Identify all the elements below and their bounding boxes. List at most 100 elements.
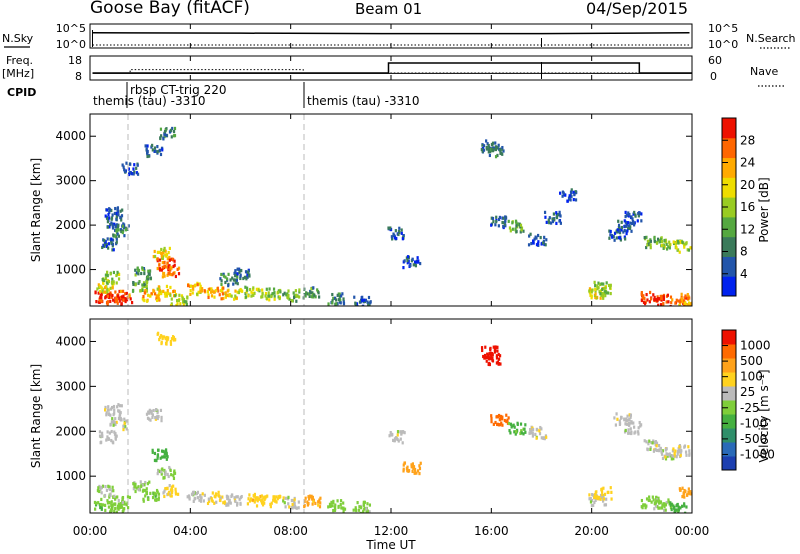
data-cell — [403, 259, 406, 263]
data-cell — [355, 302, 359, 306]
data-cell — [649, 446, 652, 450]
data-cell — [149, 294, 152, 298]
data-cell — [656, 299, 659, 303]
data-cell — [336, 302, 339, 306]
data-cell — [107, 484, 110, 488]
data-cell — [695, 494, 697, 497]
data-cell — [589, 497, 592, 501]
data-cell — [487, 150, 490, 154]
data-cell — [170, 128, 173, 132]
data-cell — [248, 499, 252, 503]
data-cell — [109, 423, 112, 427]
data-cell — [489, 353, 493, 357]
data-cell — [125, 503, 128, 507]
data-cell — [168, 258, 171, 262]
power-panel-frame — [89, 113, 693, 307]
data-cell — [106, 292, 109, 296]
data-cell — [503, 223, 506, 227]
data-cell — [599, 282, 602, 287]
data-cell — [661, 456, 665, 461]
data-cell — [101, 245, 104, 250]
data-cell — [115, 240, 118, 244]
data-cell — [151, 143, 154, 148]
colorbar-segment — [722, 256, 736, 277]
data-cell — [624, 237, 627, 241]
data-cell — [213, 290, 216, 294]
data-cell — [161, 335, 164, 339]
data-cell — [357, 508, 361, 512]
data-cell — [623, 417, 626, 421]
data-cell — [162, 289, 165, 293]
data-cell — [687, 445, 690, 449]
data-cell — [414, 264, 418, 268]
data-cell — [128, 172, 131, 177]
data-cell — [144, 284, 147, 288]
data-cell — [116, 232, 119, 236]
data-cell — [545, 435, 548, 439]
data-cell — [217, 490, 220, 494]
data-cell — [663, 505, 666, 509]
data-cell — [263, 495, 266, 499]
data-cell — [606, 490, 609, 495]
data-cell — [213, 501, 216, 505]
data-cell — [403, 431, 406, 435]
data-cell — [511, 227, 514, 231]
data-cell — [662, 295, 665, 299]
data-cell — [133, 163, 136, 167]
data-cell — [121, 163, 124, 167]
data-cell — [210, 287, 213, 291]
data-cell — [499, 362, 502, 366]
data-cell — [413, 467, 417, 472]
data-cell — [493, 348, 496, 352]
colorbar-segment — [722, 358, 736, 373]
data-cell — [110, 405, 114, 410]
data-cell — [640, 219, 643, 223]
data-cell — [623, 228, 626, 233]
data-cell — [161, 260, 164, 265]
data-cell — [106, 435, 109, 439]
data-cell — [211, 491, 214, 495]
data-cell — [222, 274, 226, 278]
data-cell — [100, 299, 103, 303]
data-cell — [673, 510, 676, 513]
data-cell — [679, 453, 682, 458]
data-cell — [312, 286, 315, 290]
data-cell — [118, 289, 121, 294]
data-cell — [110, 429, 113, 434]
data-cell — [237, 290, 241, 295]
data-cell — [623, 235, 626, 239]
data-cell — [665, 240, 668, 244]
data-cell — [246, 502, 250, 506]
data-cell — [630, 215, 633, 219]
data-cell — [632, 421, 635, 425]
data-cell — [118, 299, 121, 303]
data-cell — [665, 452, 668, 456]
data-cell — [116, 224, 120, 228]
data-cell — [543, 242, 546, 247]
data-cell — [214, 495, 217, 499]
data-cell — [662, 246, 665, 251]
data-cell — [407, 469, 410, 473]
data-cell — [132, 482, 135, 486]
data-cell — [132, 167, 135, 171]
data-cell — [663, 238, 666, 243]
data-cell — [109, 493, 112, 497]
data-cell — [185, 302, 188, 306]
data-cell — [143, 291, 146, 295]
colorbar-segment — [722, 330, 736, 345]
data-cell — [256, 288, 260, 292]
status-series-0 — [92, 32, 690, 35]
data-cell — [559, 221, 562, 225]
data-cell — [303, 499, 306, 504]
data-cell — [157, 285, 160, 289]
data-cell — [646, 239, 650, 243]
data-cell — [677, 450, 680, 454]
data-cell — [678, 303, 681, 306]
data-cell — [112, 248, 115, 252]
data-cell — [538, 429, 541, 433]
data-cell — [603, 492, 607, 496]
data-cell — [103, 493, 107, 498]
data-cell — [400, 231, 403, 235]
data-cell — [96, 287, 99, 291]
data-cell — [589, 500, 593, 504]
